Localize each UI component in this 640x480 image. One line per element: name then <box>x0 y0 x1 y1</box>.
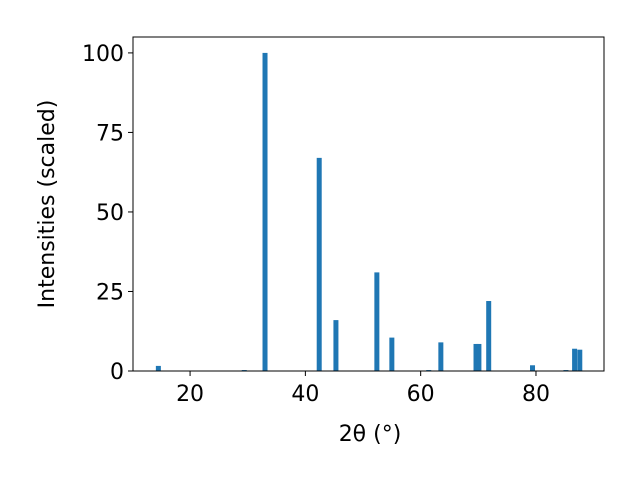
y-tick-label: 75 <box>96 121 124 146</box>
bar <box>262 52 268 372</box>
bar <box>316 157 322 371</box>
bar <box>473 343 479 371</box>
bar <box>438 342 444 371</box>
bar <box>577 349 583 371</box>
bar <box>476 343 482 371</box>
x-tick-label: 80 <box>522 382 550 407</box>
x-tick-label: 40 <box>291 382 319 407</box>
bar <box>572 348 578 371</box>
x-tick-label: 60 <box>407 382 435 407</box>
y-tick-label: 25 <box>96 280 124 305</box>
bar <box>333 320 339 371</box>
bar <box>389 337 395 371</box>
bar <box>486 301 492 371</box>
y-axis-label: Intensities (scaled) <box>35 100 60 309</box>
bar <box>374 272 380 371</box>
x-tick-label: 20 <box>176 382 204 407</box>
plot-frame <box>132 36 605 372</box>
bar <box>155 365 161 371</box>
y-tick-label: 50 <box>96 201 124 226</box>
y-tick-label: 0 <box>110 360 124 385</box>
bar <box>530 365 536 371</box>
x-axis-label: 2θ (°) <box>339 422 402 447</box>
y-tick-label: 100 <box>82 42 124 67</box>
